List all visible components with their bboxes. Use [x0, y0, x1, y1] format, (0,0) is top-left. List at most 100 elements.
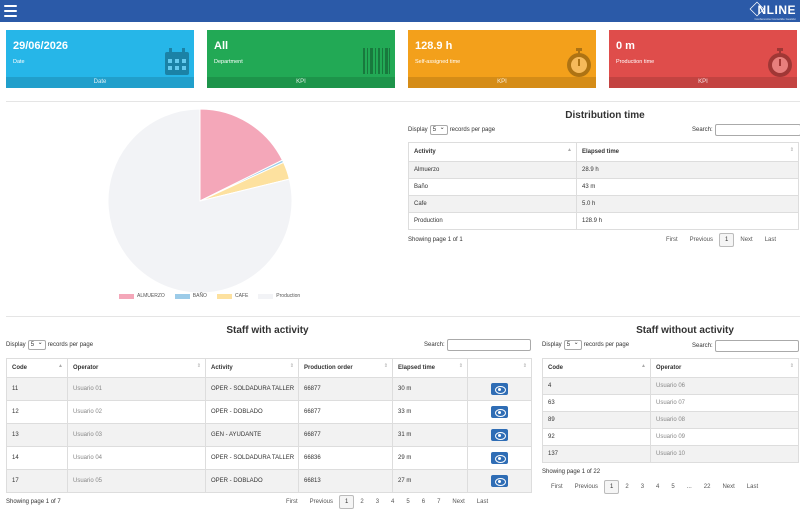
page-next[interactable]: Next: [722, 484, 735, 490]
column-header-elapsed-time[interactable]: Elapsed time ⇕: [392, 358, 468, 378]
column-header-code[interactable]: Code ▲: [6, 358, 68, 378]
page-previous[interactable]: Previous: [309, 499, 334, 505]
page-1[interactable]: 1: [604, 480, 620, 494]
cell-code: 4: [542, 377, 651, 395]
cell-code: 63: [542, 394, 651, 412]
page-5[interactable]: 5: [406, 499, 410, 505]
sort-icon: ⇕: [789, 147, 794, 153]
kpi-value: 29/06/2026: [13, 40, 69, 52]
sort-asc-icon: ▲: [567, 147, 572, 153]
page-last[interactable]: Last: [746, 484, 759, 490]
legend-swatch: [119, 293, 134, 299]
sort-asc-icon: ▲: [641, 363, 646, 369]
column-header-activity[interactable]: Activity ⇕: [205, 358, 299, 378]
page-7[interactable]: 7: [437, 499, 441, 505]
page-previous[interactable]: Previous: [689, 237, 714, 243]
page-4[interactable]: 4: [391, 499, 395, 505]
table-row: Baño 43 m: [408, 178, 799, 196]
sort-asc-icon: ▲: [58, 363, 63, 369]
page-1[interactable]: 1: [339, 495, 355, 509]
page-last[interactable]: Last: [476, 499, 489, 505]
sort-icon: ⇕: [458, 363, 463, 369]
kpi-label: Date: [13, 59, 25, 65]
cell-operator: Usuario 08: [650, 411, 799, 429]
cell-operator: Usuario 03: [67, 423, 206, 447]
page-last[interactable]: Last: [764, 237, 777, 243]
column-header-activity[interactable]: Activity ▲: [408, 142, 577, 162]
cell-production-order: 66877: [298, 377, 393, 401]
cell-code: 89: [542, 411, 651, 429]
page-first[interactable]: First: [551, 484, 563, 490]
legend-label: Production: [276, 293, 301, 299]
view-eye-icon[interactable]: [491, 383, 508, 395]
view-eye-icon[interactable]: [491, 452, 508, 464]
legend-item[interactable]: BAÑO: [174, 293, 207, 299]
staff-without-page-info: Showing page 1 of 22: [542, 469, 601, 475]
legend-item[interactable]: Production: [258, 293, 300, 299]
display-label: Display: [6, 342, 26, 348]
divider: [6, 101, 800, 102]
legend-swatch: [216, 293, 232, 299]
page-2[interactable]: 2: [625, 484, 629, 490]
cell-production-order: 66877: [298, 400, 393, 424]
kpi-footer: KPI: [609, 77, 797, 88]
stopwatch-icon: [768, 48, 792, 77]
view-eye-icon[interactable]: [491, 406, 508, 418]
cell-elapsed: 27 m: [392, 469, 468, 493]
legend-item[interactable]: ALMUERZO: [119, 293, 165, 299]
page-2[interactable]: 2: [360, 499, 364, 505]
legend-label: ALMUERZO: [137, 293, 165, 299]
page-size-select[interactable]: 5: [27, 339, 46, 350]
staff-with-search: Search:: [424, 339, 531, 351]
column-header-code[interactable]: Code ▲: [542, 358, 651, 378]
kpi-label: Department: [214, 59, 243, 65]
page-ellipsis: ...: [686, 484, 692, 490]
page-5[interactable]: 5: [671, 484, 675, 490]
page-first[interactable]: First: [286, 499, 298, 505]
kpi-label: Self-assigned time: [415, 59, 461, 65]
stopwatch-icon: [567, 48, 591, 77]
page-size-select[interactable]: 5: [563, 339, 582, 350]
legend-item[interactable]: CAFE: [216, 293, 248, 299]
search-input[interactable]: [446, 339, 531, 351]
page-first[interactable]: First: [666, 237, 678, 243]
column-header-production-order[interactable]: Production order ⇕: [298, 358, 393, 378]
column-header-actions[interactable]: ⇕: [467, 358, 532, 378]
cell-activity: OPER - SOLDADURA TALLER: [205, 377, 299, 401]
page-22[interactable]: 22: [703, 484, 711, 490]
view-eye-icon[interactable]: [491, 429, 508, 441]
page-3[interactable]: 3: [375, 499, 380, 505]
page-previous[interactable]: Previous: [574, 484, 599, 490]
cell-operator: Usuario 07: [650, 394, 799, 412]
page-4[interactable]: 4: [656, 484, 660, 490]
menu-icon[interactable]: [4, 5, 17, 17]
column-header-elapsed-time[interactable]: Elapsed time ⇕: [576, 142, 799, 162]
display-label: Display: [542, 342, 562, 348]
table-row: 14 Usuario 04 OPER - SOLDADURA TALLER 66836…: [6, 446, 532, 470]
cell-actions: [467, 400, 532, 424]
table-row: 12 Usuario 02 OPER - DOBLADO 66877 33 m: [6, 400, 532, 424]
cell-activity: Production: [408, 212, 577, 230]
pie-slice-almuerzo[interactable]: [199, 108, 284, 202]
table-row: 11 Usuario 01 OPER - SOLDADURA TALLER 66877…: [6, 377, 532, 401]
page-1[interactable]: 1: [719, 233, 735, 247]
cell-operator: Usuario 09: [650, 428, 799, 446]
records-label: records per page: [583, 342, 630, 348]
search-input[interactable]: [714, 340, 799, 352]
cell-elapsed: 43 m: [576, 178, 799, 196]
page-next[interactable]: Next: [452, 499, 465, 505]
view-eye-icon[interactable]: [491, 475, 508, 487]
page-6[interactable]: 6: [421, 499, 426, 505]
search-input[interactable]: [714, 124, 800, 136]
table-row: Cafe 5.0 h: [408, 195, 799, 213]
column-header-operator[interactable]: Operator ⇕: [650, 358, 799, 378]
distribution-pie-chart: [107, 108, 293, 294]
page-next[interactable]: Next: [740, 237, 753, 243]
page-3[interactable]: 3: [640, 484, 645, 490]
page-size-select[interactable]: 5: [429, 124, 448, 135]
pie-slice-production[interactable]: [107, 108, 293, 294]
kpi-card-department: All Department KPI: [207, 30, 395, 88]
pie-legend: ALMUERZO BAÑO CAFE Production: [119, 293, 310, 299]
staff-with-pagination: First Previous 1 2 3 4 5 6 7 Next Last: [280, 495, 494, 509]
column-header-operator[interactable]: Operator ⇕: [67, 358, 206, 378]
